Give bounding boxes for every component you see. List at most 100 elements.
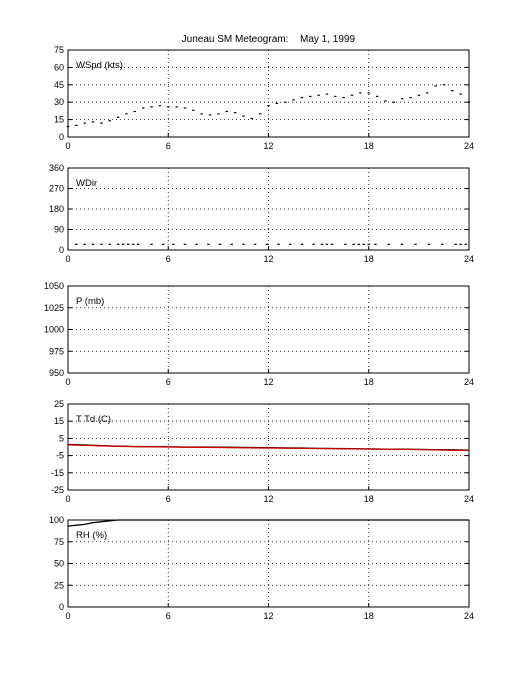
panel-label: RH (%) [76, 530, 107, 541]
data-point [91, 121, 95, 123]
panel-3: 0 6 12 18 24 1050 1025 1000 975 950 P (mb) [44, 281, 474, 387]
data-point [352, 243, 355, 245]
data-point [267, 105, 270, 107]
data-point [150, 106, 153, 108]
data-point [375, 95, 379, 97]
y-tick-label: 45 [54, 80, 64, 90]
data-point [459, 243, 462, 245]
data-point [121, 243, 125, 245]
panel-5: 0 6 12 18 24 100 75 50 25 0 RH (%) [49, 515, 474, 621]
data-point [344, 243, 347, 245]
x-tick-label: 6 [166, 611, 171, 621]
x-tick-label: 18 [364, 377, 374, 387]
data-point [183, 243, 187, 245]
data-point [284, 101, 287, 103]
data-point [289, 243, 292, 245]
data-point [265, 243, 269, 245]
data-point [464, 243, 467, 245]
x-tick-label: 0 [65, 494, 70, 504]
data-point [141, 107, 145, 109]
data-point [126, 243, 130, 245]
data-point [362, 243, 365, 245]
data-point [108, 243, 111, 245]
y-tick-label: 1000 [44, 325, 64, 335]
data-point [195, 243, 198, 245]
data-point [183, 107, 187, 109]
data-point [91, 243, 95, 245]
y-tick-label: 1025 [44, 303, 64, 313]
data-point [325, 243, 329, 245]
panel-label: P (mb) [76, 296, 104, 307]
data-point [207, 243, 210, 245]
chart-date: May 1, 1999 [300, 34, 355, 45]
data-point [75, 243, 78, 245]
panel-4: 0 6 12 18 24 25 15 5 -5 -15 -25 T Td (C) [51, 399, 474, 504]
data-point [409, 96, 412, 99]
data-point [434, 85, 437, 87]
y-tick-label: 1050 [44, 281, 64, 291]
data-point [175, 106, 178, 108]
data-point [400, 98, 404, 100]
data-point [133, 110, 137, 113]
data-point [75, 124, 78, 126]
data-point [384, 100, 387, 102]
data-point [242, 115, 245, 117]
data-point [325, 93, 329, 95]
x-tick-label: 18 [364, 494, 374, 504]
data-point [387, 243, 390, 245]
y-tick-label: 75 [54, 45, 64, 55]
y-tick-label: 180 [49, 204, 64, 214]
data-point [192, 109, 195, 111]
data-point [417, 94, 421, 96]
data-point [233, 112, 237, 114]
x-tick-label: 12 [263, 141, 273, 151]
y-tick-label: 25 [54, 580, 64, 590]
data-point [230, 243, 233, 245]
panel-1: 0 6 12 18 24 75 60 45 30 15 0 WSpd (kts) [54, 45, 474, 151]
y-tick-label: 90 [54, 225, 64, 235]
x-tick-label: 0 [65, 254, 70, 264]
x-tick-label: 12 [263, 377, 273, 387]
data-point [367, 92, 370, 94]
data-point [317, 94, 320, 96]
y-tick-label: 30 [54, 97, 64, 107]
data-point [342, 96, 345, 99]
data-point [300, 243, 304, 245]
data-point [459, 93, 462, 95]
y-tick-label: 360 [49, 163, 64, 173]
y-tick-label: 50 [54, 559, 64, 569]
data-point [250, 117, 253, 120]
data-point [350, 94, 354, 96]
x-tick-label: 18 [364, 254, 374, 264]
y-tick-label: 950 [49, 368, 64, 378]
data-point [83, 243, 86, 245]
y-tick-label: 975 [49, 346, 64, 356]
y-tick-label: 25 [54, 399, 64, 409]
x-tick-label: 24 [464, 254, 474, 264]
data-point [427, 243, 431, 245]
x-tick-label: 12 [263, 254, 273, 264]
y-tick-label: 270 [49, 184, 64, 194]
data-point [320, 243, 324, 245]
data-point [100, 243, 103, 245]
data-point [312, 243, 315, 245]
data-point [217, 113, 220, 115]
x-tick-label: 24 [464, 377, 474, 387]
data-point [277, 243, 280, 245]
data-point [253, 243, 257, 245]
data-point [258, 113, 262, 115]
data-point [374, 243, 377, 245]
y-tick-label: 0 [59, 245, 64, 255]
data-point [359, 92, 362, 94]
data-point [200, 113, 203, 115]
data-point [162, 243, 165, 245]
panel-label: WDir [76, 178, 97, 189]
panel-label: WSpd (kts) [76, 60, 123, 71]
data-point [334, 95, 337, 97]
x-tick-label: 24 [464, 611, 474, 621]
data-point [426, 92, 429, 94]
series-line-1 [67, 519, 469, 527]
data-point [392, 101, 396, 103]
data-point [108, 120, 111, 122]
x-tick-label: 0 [65, 141, 70, 151]
